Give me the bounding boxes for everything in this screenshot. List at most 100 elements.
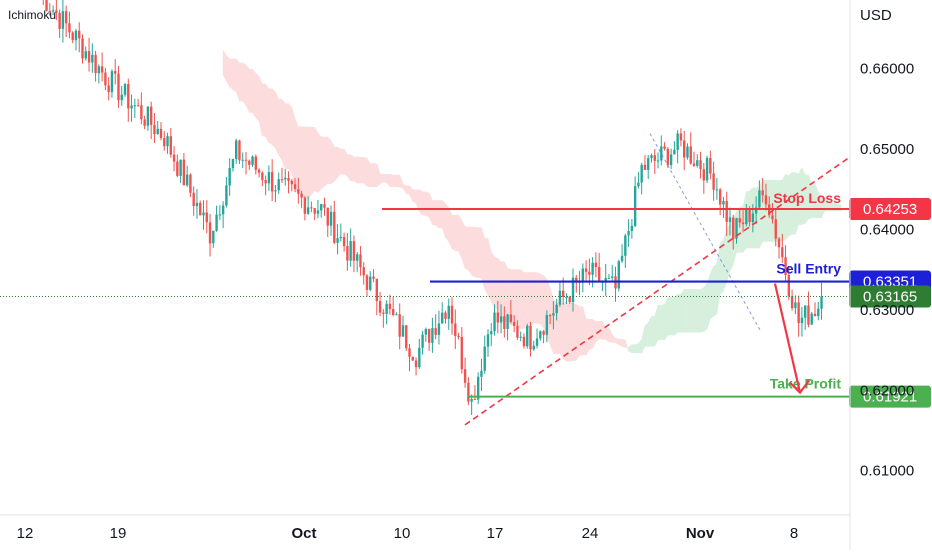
candle-body (64, 11, 68, 24)
candle-body (117, 73, 120, 101)
time-tick-label: 19 (110, 525, 127, 542)
candle-body (434, 328, 437, 335)
candle-body (342, 237, 346, 247)
cloud-segment (713, 263, 718, 317)
candle-body (385, 303, 388, 314)
cloud-segment (284, 103, 289, 169)
cloud-segment (559, 302, 564, 360)
candle-body (81, 38, 84, 59)
candle-body (418, 347, 421, 368)
cloud-segment (471, 226, 476, 278)
candle-body (192, 192, 195, 207)
candle-body (738, 218, 741, 223)
cloud-segment (278, 98, 283, 162)
cloud-segment (670, 296, 675, 336)
candle-body (506, 314, 509, 329)
cloud-segment (520, 268, 525, 330)
candle-body (346, 246, 349, 261)
candle-body (594, 262, 598, 268)
candle-body (329, 211, 333, 226)
time-tick-label: Oct (291, 525, 316, 542)
candle-body (244, 159, 248, 161)
candle-body (323, 204, 326, 208)
target-arrow-head (789, 379, 810, 395)
candle-body (130, 105, 133, 109)
cloud-segment (330, 140, 335, 185)
cloud-segment (327, 136, 332, 184)
cloud-segment (703, 282, 708, 333)
cloud-segment (242, 62, 247, 106)
candle-body (516, 325, 519, 338)
candle-body (391, 309, 395, 316)
candle-body (293, 184, 297, 190)
cloud-segment (258, 76, 263, 136)
candle-body (68, 23, 71, 33)
candle-body (123, 84, 127, 95)
cloud-segment (618, 338, 623, 347)
ichimoku-cloud (222, 49, 842, 362)
time-tick-label: 8 (790, 525, 798, 542)
candle-body (166, 136, 169, 147)
cloud-segment (350, 154, 355, 182)
cloud-segment (464, 226, 469, 271)
candle-body (712, 173, 715, 190)
candle-body (133, 105, 137, 107)
candle-body (682, 140, 686, 158)
candles (42, 0, 823, 415)
candle-body (100, 66, 104, 73)
candle-body (490, 331, 493, 335)
cloud-segment (533, 272, 538, 324)
price-tick-label: 0.62000 (860, 382, 914, 399)
candle-body (539, 331, 542, 339)
candle-body (447, 305, 450, 319)
cloud-segment (621, 338, 626, 348)
cloud-segment (474, 226, 479, 279)
candle-body (790, 296, 794, 309)
candle-body (745, 208, 748, 225)
candle-body (480, 370, 483, 377)
candle-body (620, 255, 624, 262)
candle-body (365, 275, 369, 290)
candle-body (97, 66, 101, 74)
candle-body (320, 204, 323, 211)
fib-connector (649, 133, 761, 331)
trendline (464, 156, 851, 426)
cloud-segment (781, 174, 786, 242)
candle-body (476, 376, 480, 400)
cloud-segment (700, 286, 705, 333)
current-price-tag-text: 0.63165 (863, 289, 917, 306)
candle-body (218, 214, 222, 216)
cloud-segment (389, 173, 394, 187)
cloud-segment (664, 297, 669, 341)
candle-body (457, 336, 460, 338)
candle-body (702, 169, 706, 181)
candle-body (686, 146, 689, 158)
cloud-segment (245, 64, 250, 113)
candle-body (627, 230, 630, 236)
candle-body (362, 267, 365, 276)
candle-body (512, 321, 516, 326)
candle-body (251, 156, 254, 165)
candle-body (624, 235, 627, 256)
axes: 0.66000 0.65000 0.64000 0.63000 0.62000 0.610… (0, 0, 914, 550)
candle-body (800, 317, 804, 324)
candle-body (650, 155, 653, 159)
stop-loss-tag (849, 197, 931, 220)
cloud-segment (458, 214, 463, 259)
candle-body (562, 290, 565, 297)
candle-body (408, 348, 411, 357)
cloud-segment (625, 340, 629, 352)
candle-body (555, 304, 558, 314)
candle-body (709, 158, 712, 174)
cloud-segment (376, 163, 381, 188)
candle-body (781, 247, 784, 258)
candle-body (522, 336, 526, 347)
candle-body (297, 189, 300, 194)
cloud-segment (484, 238, 489, 296)
candle-body (231, 158, 235, 169)
candle-body (565, 296, 568, 298)
candle-body (751, 213, 755, 223)
candle-body (732, 217, 735, 239)
